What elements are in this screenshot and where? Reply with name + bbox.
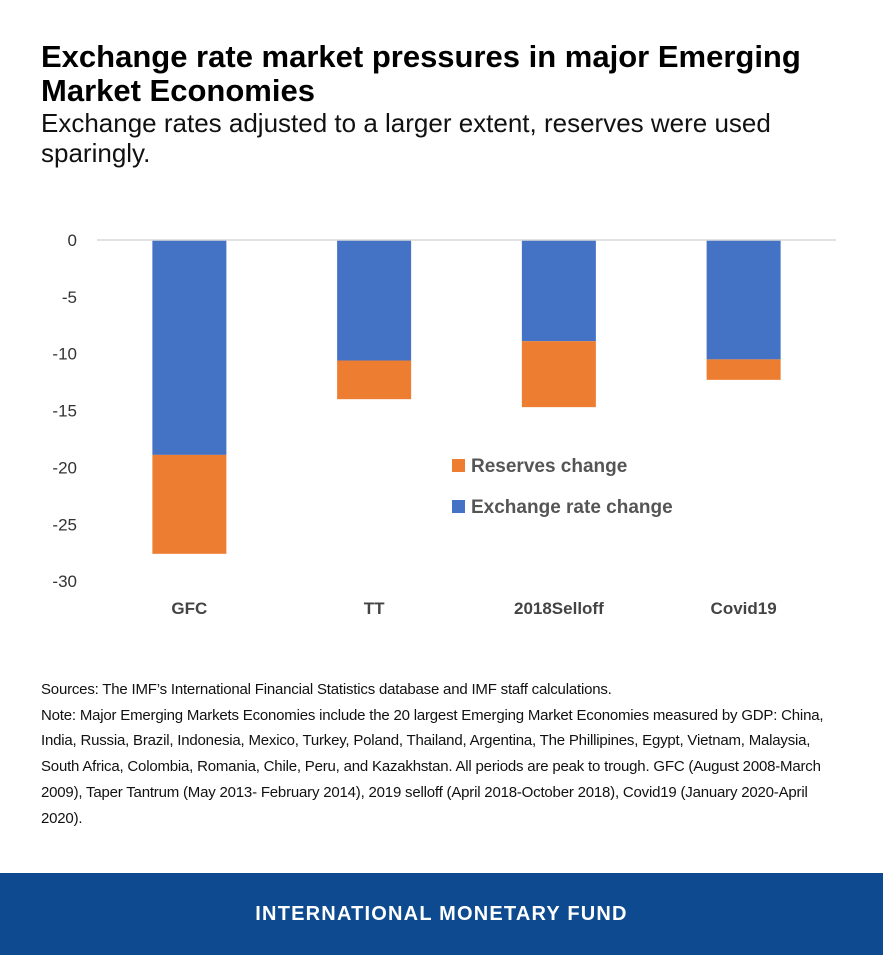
y-tick-label: 0 [68, 231, 77, 250]
footer-bar: INTERNATIONAL MONETARY FUND [0, 873, 883, 955]
bar-exchange-rate-change [337, 240, 412, 361]
stacked-bar-chart: 0 -5 -10 -15 -20 -25 -30 GFC TT 2018Selloff Covid… [52, 231, 836, 618]
y-tick-label: -20 [52, 458, 77, 477]
bar-reserves-change [152, 454, 227, 554]
y-tick-label: -5 [62, 288, 77, 307]
y-tick-label: -30 [52, 572, 77, 591]
bar-reserves-change [706, 359, 781, 380]
y-axis-ticks: 0 -5 -10 -15 -20 -25 -30 [52, 231, 77, 591]
y-tick-label: -15 [52, 402, 77, 421]
x-category-label: 2018Selloff [514, 599, 604, 618]
bar-exchange-rate-change [152, 240, 227, 455]
legend-label: Exchange rate change [471, 497, 673, 518]
y-tick-label: -25 [52, 515, 77, 534]
imf-logo-text: INTERNATIONAL MONETARY FUND [255, 902, 628, 925]
chart-subtitle: Exchange rates adjusted to a larger exte… [41, 108, 771, 168]
bar-reserves-change [521, 341, 596, 408]
y-tick-label: -10 [52, 345, 77, 364]
sources-text: Sources: The IMF’s International Financi… [41, 681, 612, 698]
chart-notes: Sources: The IMF’s International Financi… [41, 677, 841, 831]
x-axis-labels: GFC TT 2018Selloff Covid19 [171, 599, 776, 618]
x-category-label: TT [364, 599, 385, 618]
bars-group [152, 240, 781, 554]
bar-exchange-rate-change [521, 240, 596, 342]
legend-swatch [452, 459, 465, 472]
x-category-label: Covid19 [711, 599, 777, 618]
bar-exchange-rate-change [706, 240, 781, 360]
x-category-label: GFC [171, 599, 207, 618]
bar-reserves-change [337, 360, 412, 400]
legend-label: Reserves change [471, 456, 627, 477]
legend: Reserves change Exchange rate change [452, 456, 673, 518]
legend-swatch [452, 500, 465, 513]
note-text: Note: Major Emerging Markets Economies i… [41, 706, 824, 827]
chart-title: Exchange rate market pressures in major … [41, 39, 801, 108]
